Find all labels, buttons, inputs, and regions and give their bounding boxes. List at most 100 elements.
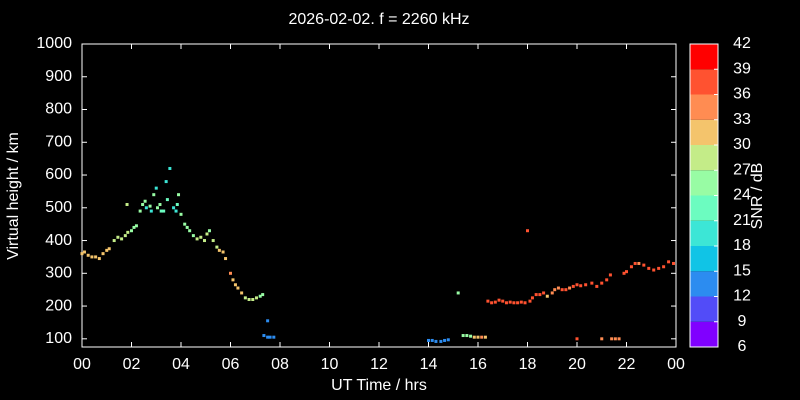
x-tick-label: 16 <box>469 356 487 373</box>
y-tick-label: 400 <box>45 232 72 249</box>
data-point <box>172 206 176 210</box>
data-point <box>152 193 156 197</box>
x-tick-label: 14 <box>420 356 438 373</box>
data-point <box>179 212 183 216</box>
data-point <box>195 237 199 241</box>
data-point <box>266 319 270 323</box>
data-point <box>483 335 487 339</box>
data-point <box>236 286 240 290</box>
data-point <box>575 283 579 287</box>
data-point <box>560 288 564 292</box>
x-tick-label: 06 <box>222 356 240 373</box>
data-point <box>120 237 124 241</box>
data-point <box>141 203 145 207</box>
data-point <box>123 234 127 238</box>
y-tick-label: 500 <box>45 199 72 216</box>
data-point <box>229 271 232 275</box>
data-point <box>637 261 641 265</box>
data-point <box>155 206 159 210</box>
colorbar-band <box>690 145 718 171</box>
data-point <box>112 239 116 243</box>
data-point <box>247 298 251 302</box>
data-point <box>497 298 501 302</box>
data-point <box>526 229 529 233</box>
chart-title: 2026-02-02. f = 2260 kHz <box>288 11 469 28</box>
data-point <box>595 284 599 288</box>
data-point <box>240 291 244 295</box>
data-point <box>143 199 147 203</box>
colorbar-band <box>690 220 718 246</box>
data-point <box>144 206 148 210</box>
data-point <box>550 291 554 295</box>
data-point <box>667 260 671 264</box>
data-point <box>191 234 195 238</box>
data-point <box>469 334 473 338</box>
data-point <box>605 278 609 282</box>
data-point <box>174 209 178 213</box>
data-point <box>508 300 512 304</box>
data-point <box>262 334 266 338</box>
data-point <box>427 338 430 342</box>
colorbar-band <box>690 119 718 145</box>
data-point <box>516 301 520 305</box>
colorbar-band <box>690 69 718 95</box>
data-point <box>243 296 247 300</box>
data-point <box>556 286 560 290</box>
data-point <box>154 186 158 190</box>
data-point <box>480 335 484 339</box>
data-point <box>545 294 549 298</box>
data-point <box>430 338 434 342</box>
data-point <box>571 284 575 288</box>
data-point <box>622 271 626 275</box>
data-point <box>126 230 130 234</box>
data-point <box>486 299 490 303</box>
data-point <box>268 335 272 339</box>
data-point <box>261 293 265 297</box>
data-point <box>132 225 136 229</box>
data-point <box>211 239 215 243</box>
x-tick-label: 18 <box>519 356 537 373</box>
data-point <box>175 203 179 207</box>
data-point <box>476 335 480 339</box>
x-tick-label: 04 <box>172 356 190 373</box>
data-point <box>138 209 142 213</box>
data-point <box>217 248 221 252</box>
data-point <box>542 291 546 295</box>
data-point <box>224 257 228 261</box>
colorbar-tick-label: 24 <box>733 187 751 204</box>
data-point <box>205 232 209 236</box>
data-point <box>530 296 534 300</box>
colorbar-tick-label: 39 <box>733 60 751 77</box>
data-point <box>130 229 133 233</box>
data-point <box>672 261 676 265</box>
data-point <box>590 281 594 285</box>
data-point <box>461 334 465 338</box>
data-point <box>443 338 447 342</box>
data-point <box>258 294 262 298</box>
data-point <box>579 284 583 288</box>
data-point <box>159 209 163 213</box>
data-point <box>600 337 604 341</box>
data-point <box>215 245 219 249</box>
data-point <box>158 203 162 207</box>
y-tick-label: 300 <box>45 265 72 282</box>
y-tick-label: 1000 <box>36 35 72 52</box>
data-point <box>568 286 572 290</box>
data-point <box>504 301 508 305</box>
data-point <box>254 296 258 300</box>
data-point <box>657 266 661 270</box>
data-point <box>629 265 633 269</box>
data-point <box>125 203 129 207</box>
colorbar-tick-label: 42 <box>733 35 751 52</box>
data-point <box>272 335 276 339</box>
colorbar-tick-label: 30 <box>733 136 751 153</box>
x-tick-label: 10 <box>321 356 339 373</box>
data-point <box>148 204 152 208</box>
data-point <box>493 300 497 304</box>
data-point <box>185 225 189 229</box>
data-point <box>625 270 628 274</box>
data-point <box>94 255 98 259</box>
x-tick-label: 00 <box>667 356 685 373</box>
